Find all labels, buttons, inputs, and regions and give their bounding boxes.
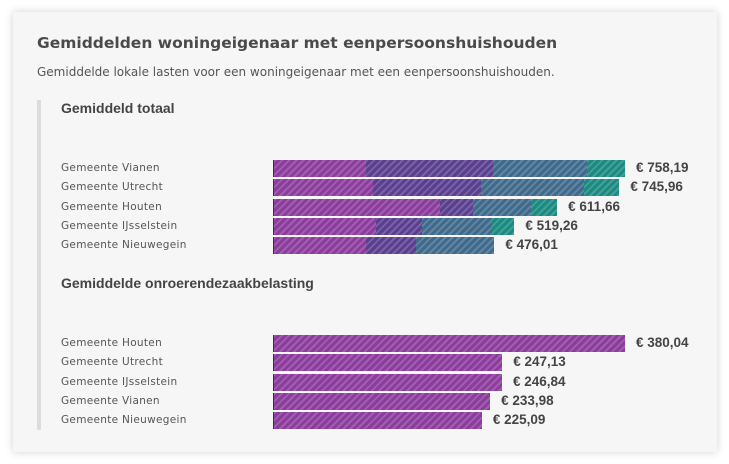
bar-segment[interactable] [440, 198, 473, 216]
bar-segment[interactable] [274, 179, 373, 197]
bar-row: Gemeente Utrecht € 745,96 [61, 179, 711, 197]
bar-segment[interactable] [491, 217, 515, 235]
bar-segment[interactable] [365, 237, 416, 255]
bar-segment[interactable] [583, 179, 620, 197]
bar[interactable] [273, 237, 495, 255]
bar[interactable] [273, 160, 625, 177]
bar-segment[interactable] [586, 160, 625, 177]
category-label: Gemeente Utrecht [61, 181, 164, 194]
bar[interactable] [273, 335, 625, 352]
chart-title: Gemiddelde onroerendezaakbelasting [61, 275, 314, 291]
bar-row: Gemeente Vianen € 233,98 [61, 392, 711, 410]
value-label: € 758,19 [636, 160, 689, 175]
bar-segment[interactable] [481, 179, 584, 197]
bar-segment[interactable] [421, 217, 492, 235]
value-label: € 611,66 [568, 198, 620, 214]
category-label: Gemeente Vianen [61, 162, 160, 174]
bar[interactable] [273, 179, 620, 197]
bar-row: Gemeente Houten € 380,04 [61, 335, 711, 352]
bar-row: Gemeente Vianen € 758,19 [61, 160, 711, 177]
bar-segment[interactable] [415, 237, 495, 255]
card-subtitle: Gemiddelde lokale lasten voor een woning… [37, 65, 555, 79]
bar-segment[interactable] [274, 412, 482, 430]
bar-segment[interactable] [274, 198, 441, 216]
value-label: € 476,01 [505, 237, 558, 253]
value-label: € 380,04 [636, 335, 689, 350]
value-label: € 225,09 [492, 412, 546, 428]
category-label: Gemeente Houten [61, 337, 163, 349]
bar-segment[interactable] [274, 160, 366, 177]
category-label: Gemeente IJsselstein [61, 375, 178, 388]
category-label: Gemeente Nieuwegein [61, 414, 187, 427]
chart-ozb: Gemiddelde onroerendezaakbelasting Gemee… [61, 275, 711, 430]
value-label: € 233,98 [501, 392, 554, 408]
bar[interactable] [273, 412, 482, 430]
value-label: € 745,96 [630, 179, 683, 195]
bar-segment[interactable] [274, 237, 366, 255]
bar[interactable] [273, 373, 502, 391]
bar[interactable] [273, 392, 491, 410]
bar-row: Gemeente Utrecht € 247,13 [61, 354, 711, 372]
bar-row: Gemeente Nieuwegein € 476,01 [61, 237, 711, 255]
bar-segment[interactable] [274, 335, 625, 352]
bar[interactable] [273, 198, 558, 216]
bar-segment[interactable] [274, 354, 503, 372]
category-label: Gemeente Vianen [61, 394, 160, 407]
category-label: Gemeente Nieuwegein [61, 239, 187, 252]
value-label: € 247,13 [513, 354, 566, 370]
chart-card: Gemiddelden woningeigenaar met eenpersoo… [13, 12, 717, 452]
bar-row: Gemeente IJsselstein € 246,84 [61, 373, 711, 391]
bar-row: Gemeente IJsselstein € 519,26 [61, 217, 711, 235]
section-divider [37, 100, 41, 430]
bar-segment[interactable] [375, 217, 422, 235]
value-label: € 519,26 [525, 217, 578, 233]
bar[interactable] [273, 217, 515, 235]
category-label: Gemeente Houten [61, 200, 163, 213]
bar-segment[interactable] [274, 217, 376, 235]
bar-segment[interactable] [472, 198, 531, 216]
bar-segment[interactable] [365, 160, 494, 177]
card-title: Gemiddelden woningeigenaar met eenpersoo… [37, 34, 558, 52]
chart-gemiddeld-totaal: Gemiddeld totaal Gemeente Vianen € 758,19… [61, 100, 711, 255]
value-label: € 246,84 [512, 373, 566, 389]
bar-row: Gemeente Nieuwegein € 225,09 [61, 412, 711, 430]
bar-segment[interactable] [274, 373, 502, 391]
bar-segment[interactable] [372, 179, 482, 197]
category-label: Gemeente IJsselstein [61, 219, 178, 232]
bar-segment[interactable] [274, 392, 491, 410]
bar[interactable] [273, 354, 503, 372]
chart-title: Gemiddeld totaal [61, 100, 175, 116]
bar-segment[interactable] [530, 198, 558, 216]
category-label: Gemeente Utrecht [61, 356, 164, 369]
bar-row: Gemeente Houten € 611,66 [61, 198, 711, 216]
bar-segment[interactable] [493, 160, 587, 177]
